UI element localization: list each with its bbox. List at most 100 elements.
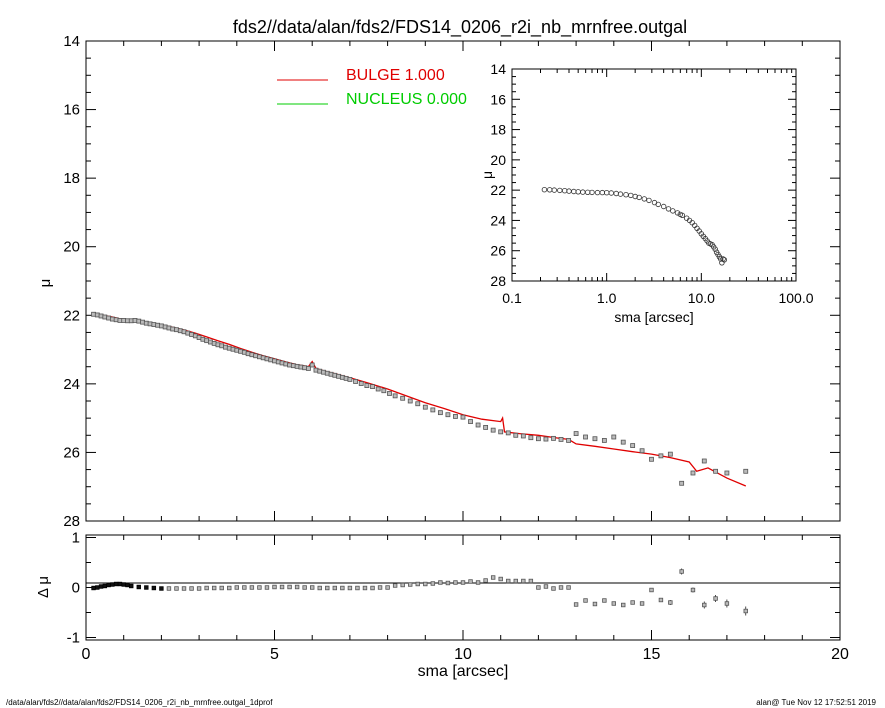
residual-point: [558, 585, 564, 590]
residual-point: [490, 575, 496, 580]
residual-point: [151, 585, 157, 591]
observed-point: [370, 384, 375, 390]
residual-point: [370, 585, 375, 591]
residual-point: [102, 583, 108, 589]
residual-point: [658, 597, 664, 603]
residual-point: [309, 585, 315, 590]
inset-background: [512, 69, 796, 281]
observed-point: [601, 438, 607, 443]
observed-point: [513, 432, 519, 438]
residual-point: [159, 586, 164, 591]
residual-point: [166, 586, 172, 591]
inset-point: [720, 256, 726, 262]
residual-point: [528, 578, 534, 584]
observed-point: [387, 391, 392, 396]
observed-point: [445, 412, 451, 418]
observed-point: [690, 470, 696, 476]
residual-point: [136, 584, 141, 590]
observed-point: [573, 431, 579, 436]
observed-point: [667, 451, 673, 457]
residual-point: [264, 585, 270, 590]
observed-point: [701, 458, 707, 464]
residual-point: [408, 582, 413, 587]
residual-point: [438, 580, 443, 585]
residual-point: [211, 585, 217, 591]
observed-point: [422, 404, 428, 410]
legend: BULGE 1.000 NUCLEUS 0.000: [277, 67, 467, 108]
residual-point: [272, 584, 277, 590]
observed-point: [490, 427, 496, 433]
residual-ticks: [85, 535, 841, 640]
observed-point: [620, 439, 626, 445]
residual-y-tick-label: -1: [67, 630, 80, 647]
observed-point: [407, 398, 413, 404]
observed-point: [392, 393, 398, 399]
observed-point: [309, 362, 315, 368]
inset-ticks: [511, 68, 797, 282]
residual-point: [573, 602, 579, 607]
residual-point: [95, 585, 100, 590]
residual-point: [506, 578, 511, 584]
residual-panel: -101 0 5 10 15 20 Δ μ sma [arcsec]: [35, 530, 849, 681]
residual-y-tick-label: 0: [72, 580, 80, 597]
inset-y-tick-label: 20: [490, 152, 506, 168]
main-y-tick-label: 24: [63, 376, 80, 393]
residual-point: [242, 585, 247, 590]
main-y-tick-label: 22: [63, 307, 80, 324]
main-ticks: [85, 40, 841, 522]
residual-point: [91, 585, 96, 591]
observed-point: [347, 376, 353, 382]
inset-point: [589, 189, 595, 196]
residual-point: [536, 585, 541, 590]
inset-y-tick-label: 16: [490, 91, 506, 107]
observed-point: [658, 453, 664, 459]
residual-y-tick-labels: -1 0 1: [67, 530, 80, 647]
inset-point: [721, 257, 727, 263]
residual-point: [649, 587, 654, 593]
observed-point: [453, 414, 458, 419]
inset-point: [712, 246, 718, 252]
residual-point: [294, 584, 300, 590]
residual-point: [498, 576, 503, 582]
residual-point: [377, 585, 383, 590]
inset-point: [646, 197, 652, 204]
main-y-tick-labels: 14 16 18 20 22 24 26 28: [63, 33, 80, 530]
residual-y-axis-label: Δ μ: [35, 576, 52, 598]
main-y-tick-label: 16: [63, 102, 80, 119]
residual-point: [475, 580, 481, 585]
inset-y-tick-label: 22: [490, 182, 506, 198]
observed-point: [724, 470, 730, 476]
inset-point: [665, 206, 672, 212]
residual-point: [249, 585, 255, 590]
residual-point: [98, 584, 104, 589]
residual-point: [355, 585, 360, 591]
observed-point: [375, 386, 381, 392]
main-y-tick-label: 18: [63, 170, 80, 187]
observed-point: [543, 436, 549, 442]
bulge-model-line-group: [93, 312, 747, 487]
observed-point: [520, 433, 526, 439]
inset-y-tick-labels: 14 16 18 20 22 24 26 28: [490, 61, 506, 289]
observed-point: [353, 379, 358, 384]
inset-point: [679, 212, 685, 218]
observed-point: [536, 436, 541, 442]
main-panel: 14 16 18 20 22 24 26 28 μ BULGE 1.000 NUCLEUS 0…: [37, 33, 841, 530]
legend-bulge-label: BULGE 1.000: [346, 67, 445, 84]
residual-point: [566, 585, 571, 590]
residual-point: [279, 584, 285, 590]
residual-point: [196, 586, 202, 591]
observed-point: [483, 424, 489, 430]
legend-nucleus-label: NUCLEUS 0.000: [346, 91, 467, 108]
inset-y-tick-label: 18: [490, 122, 506, 138]
observed-point: [558, 436, 564, 442]
observed-point: [743, 468, 749, 474]
residual-point: [445, 580, 451, 586]
observed-point: [528, 435, 534, 441]
inset-point: [670, 208, 676, 214]
x-axis-label: sma [arcsec]: [418, 663, 509, 680]
inset-point: [718, 256, 724, 262]
main-y-tick-label: 26: [63, 444, 80, 461]
observed-point: [468, 419, 473, 424]
observed-point: [611, 434, 617, 440]
